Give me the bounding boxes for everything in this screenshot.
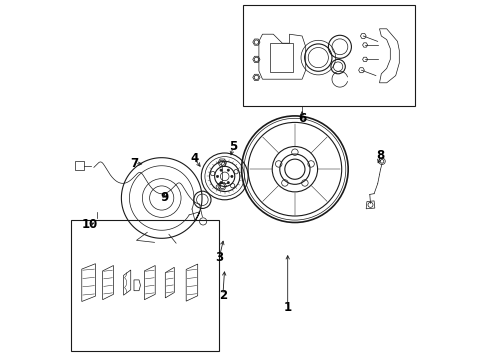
Text: 4: 4 xyxy=(189,152,198,165)
Text: 1: 1 xyxy=(283,301,291,314)
Bar xyxy=(242,5,415,106)
Text: 9: 9 xyxy=(160,191,168,204)
Text: 3: 3 xyxy=(215,251,223,264)
Circle shape xyxy=(230,175,232,177)
Text: 10: 10 xyxy=(81,219,98,231)
Circle shape xyxy=(227,181,229,184)
Text: 2: 2 xyxy=(219,289,226,302)
Circle shape xyxy=(220,181,222,184)
Bar xyxy=(71,220,219,351)
Text: 6: 6 xyxy=(297,112,305,125)
Bar xyxy=(269,43,292,72)
Text: 7: 7 xyxy=(130,157,139,170)
Text: 5: 5 xyxy=(228,140,237,153)
Text: 8: 8 xyxy=(376,149,384,162)
Circle shape xyxy=(220,169,222,171)
Bar xyxy=(75,161,84,170)
Circle shape xyxy=(216,175,218,177)
Circle shape xyxy=(227,169,229,171)
